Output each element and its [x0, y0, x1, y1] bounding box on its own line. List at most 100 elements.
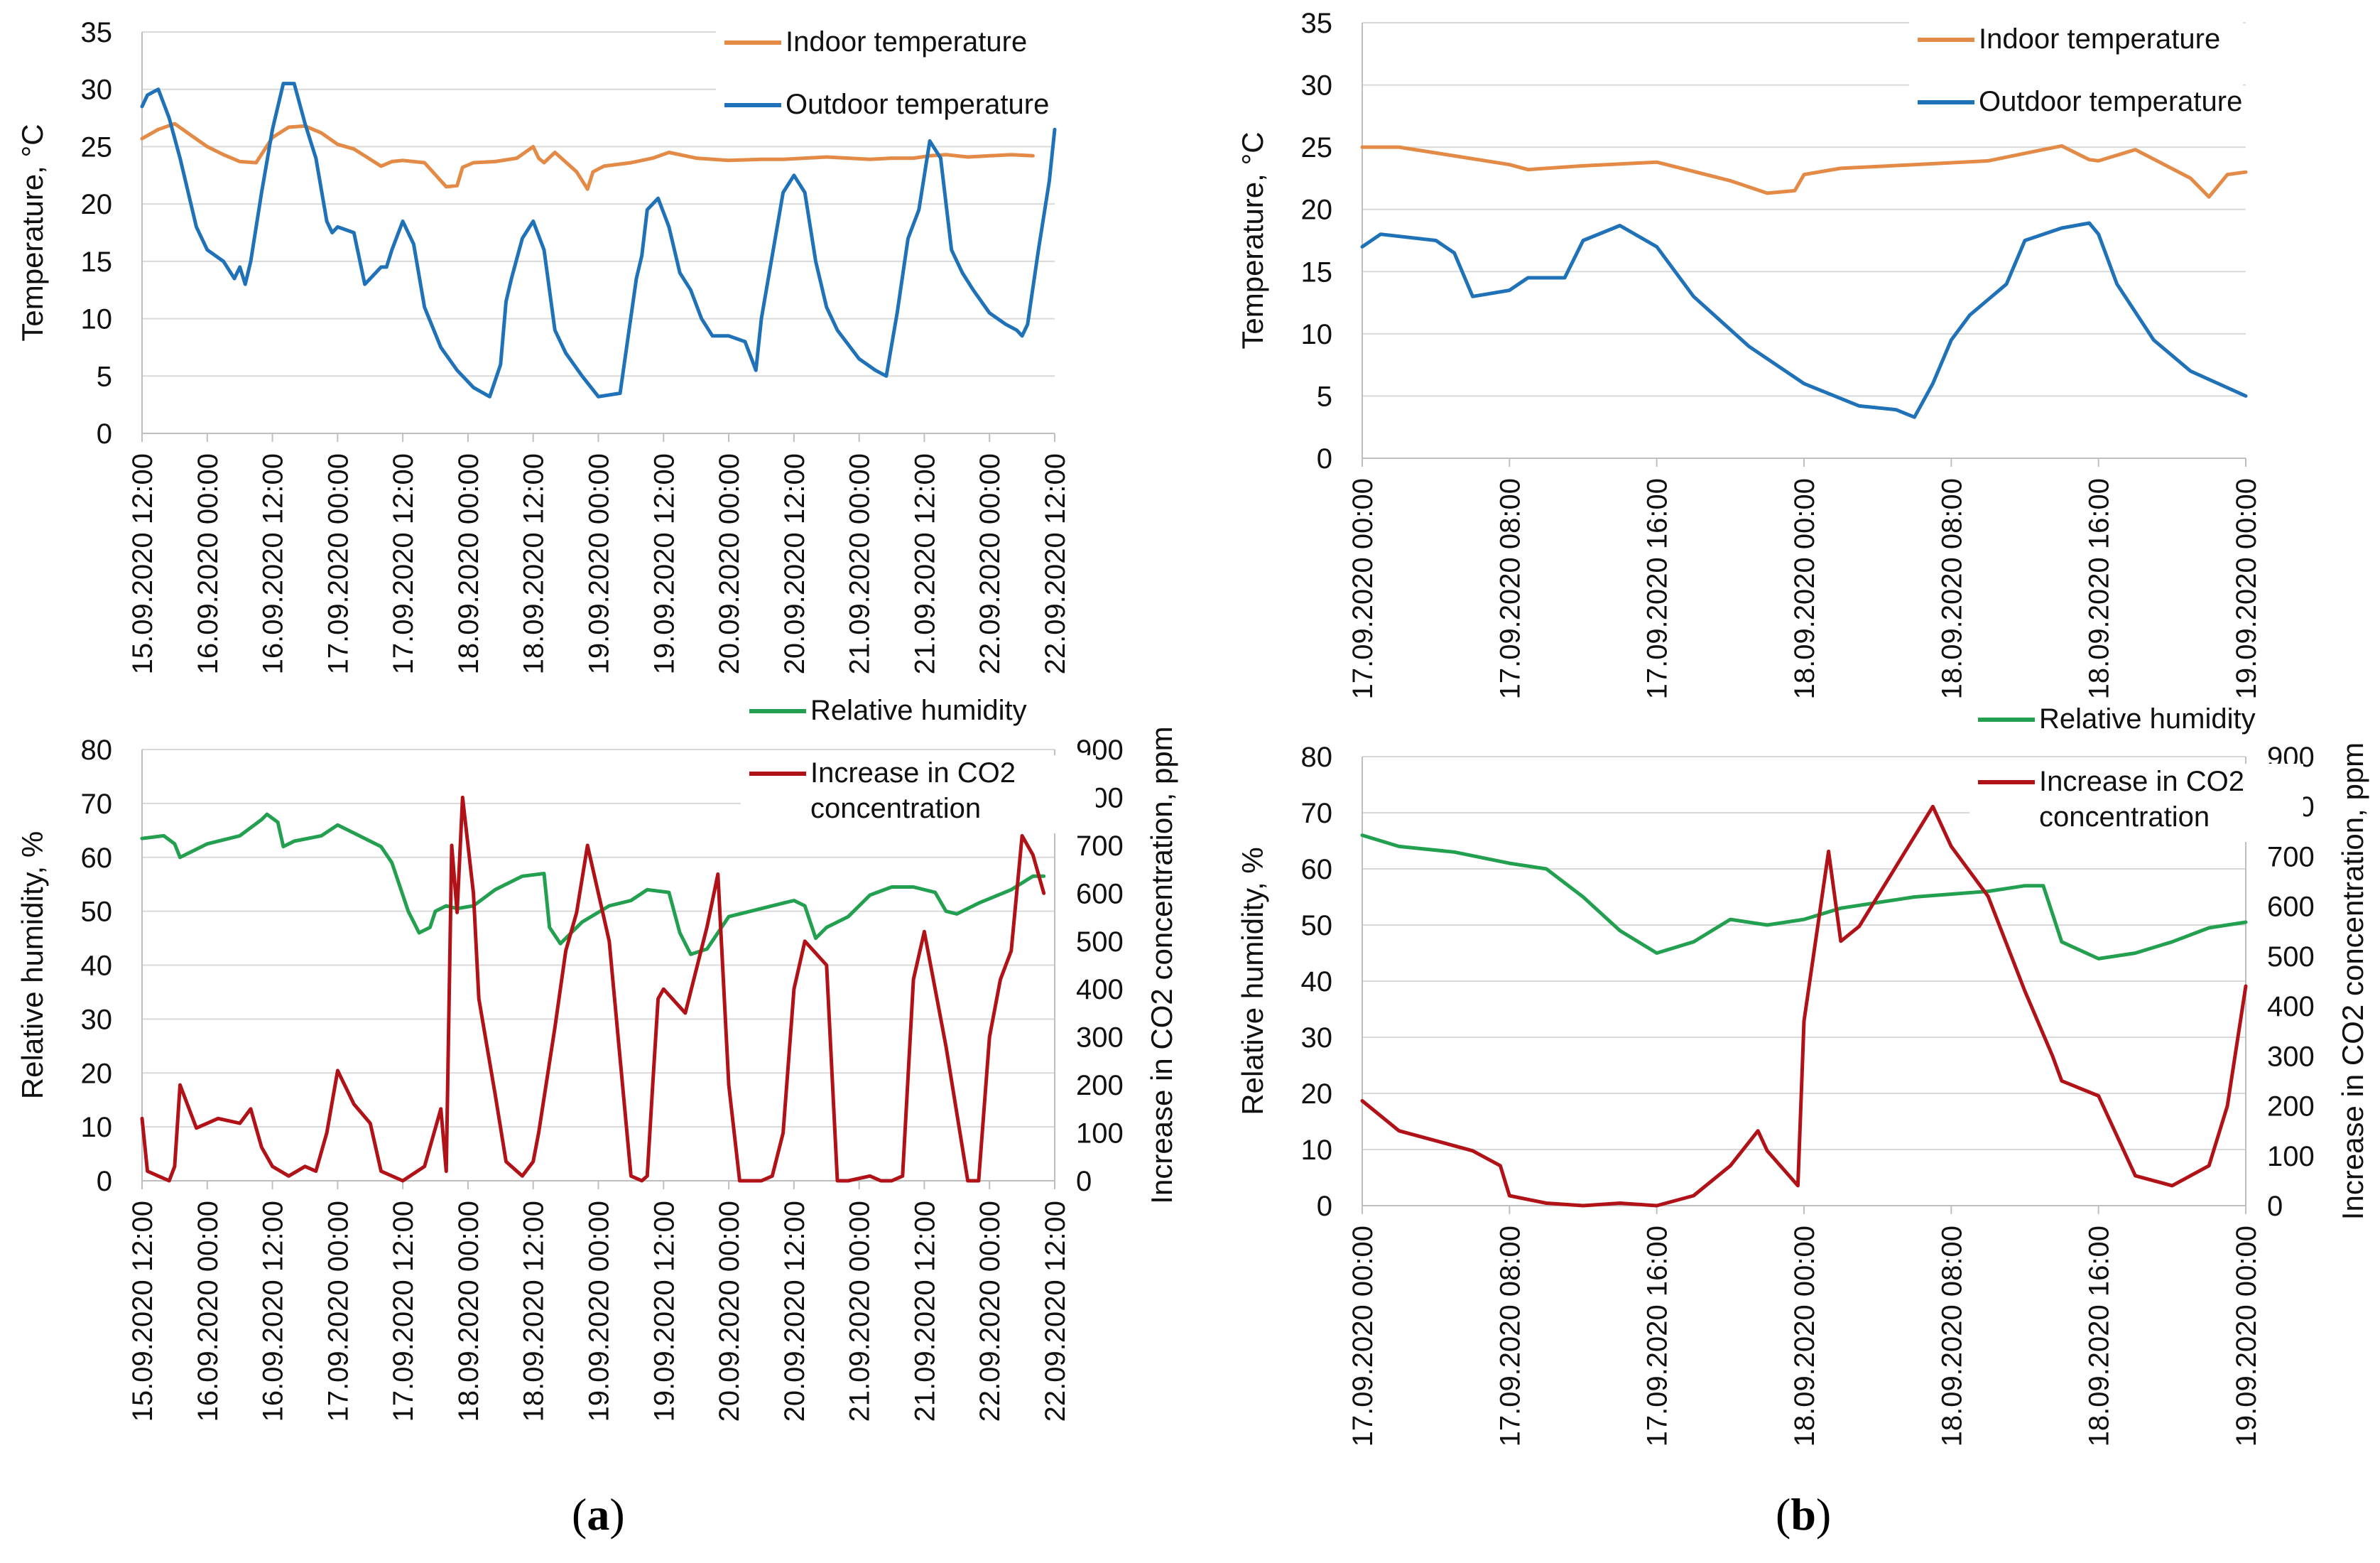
y2-axis-title: Increase in CO2 concentration, ppm	[2336, 742, 2369, 1220]
chart-a-temp: 0 5 10 15 20 25 30 35 15.09.2020 12:00 16.09.2020…	[16, 17, 1071, 674]
legend-label: Relative humidity	[810, 695, 1027, 726]
x-tick-label: 18.09.2020 16:00	[2084, 1226, 2115, 1446]
y-tick-label: 10	[1301, 319, 1333, 350]
x-tick-label: 20.09.2020 12:00	[779, 453, 810, 674]
legend-label: concentration	[2039, 801, 2210, 833]
y-tick-label: 40	[81, 951, 113, 982]
y-axis-title: Relative humidity, %	[16, 831, 49, 1099]
y-tick-label: 0	[97, 418, 112, 450]
series-line-increase-in-co2-concentration	[1360, 804, 2248, 1208]
y2-tick-label: 500	[1076, 926, 1124, 958]
series-line-relative-humidity	[140, 812, 1046, 956]
x-tick-label: 17.09.2020 08:00	[1494, 478, 1526, 699]
y2-tick-label: 300	[2267, 1041, 2315, 1072]
y-tick-label: 15	[81, 247, 113, 278]
x-tick-label: 18.09.2020 12:00	[518, 453, 550, 674]
series-line-outdoor-temperature	[140, 82, 1057, 399]
y-tick-label: 0	[1317, 1191, 1332, 1222]
y-tick-label: 30	[1301, 70, 1333, 102]
series-line-relative-humidity	[1360, 833, 2248, 961]
y2-tick-label: 400	[2267, 991, 2315, 1022]
x-tick-label: 15.09.2020 12:00	[127, 1201, 158, 1422]
y-tick-label: 50	[1301, 910, 1333, 941]
y-tick-label: 30	[81, 75, 113, 106]
x-tick-label: 16.09.2020 00:00	[192, 453, 224, 674]
y-tick-label: 80	[81, 735, 113, 766]
y2-tick-label: 400	[1076, 974, 1124, 1005]
series-line-outdoor-temperature	[1360, 221, 2248, 419]
x-tick-label: 22.09.2020 00:00	[974, 453, 1006, 674]
x-tick-label: 18.09.2020 08:00	[1936, 478, 1967, 699]
y2-tick-label: 500	[2267, 941, 2315, 973]
legend: Relative humidity Increase in CO2 concentr…	[741, 693, 1096, 833]
y2-tick-label: 100	[1076, 1118, 1124, 1150]
x-tick-label: 22.09.2020 12:00	[1040, 1201, 1071, 1422]
x-tick-label: 19.09.2020 00:00	[2231, 478, 2262, 699]
x-tick-label: 17.09.2020 16:00	[1642, 478, 1673, 699]
legend: Indoor temperature Outdoor temperature	[716, 24, 1071, 126]
panel-label-a: (a)	[572, 1489, 625, 1540]
legend-label: Outdoor temperature	[1979, 86, 2242, 117]
legend-label: Outdoor temperature	[786, 89, 1049, 120]
y-tick-label: 60	[81, 843, 113, 874]
y2-tick-label: 100	[2267, 1141, 2315, 1172]
x-tick-label: 18.09.2020 00:00	[453, 453, 484, 674]
x-tick-label: 17.09.2020 00:00	[1347, 1226, 1379, 1446]
x-tick-label: 20.09.2020 12:00	[779, 1201, 810, 1422]
y2-tick-label: 0	[2267, 1191, 2283, 1222]
chart-a-hum: 0102030405060708001002003004005006007008…	[16, 693, 1178, 1422]
series-line-increase-in-co2-concentration	[140, 795, 1046, 1183]
x-tick-label: 17.09.2020 08:00	[1494, 1226, 1526, 1446]
y-tick-label: 60	[1301, 854, 1333, 885]
x-tick-label: 18.09.2020 00:00	[1789, 478, 1820, 699]
legend-label: Indoor temperature	[1979, 23, 2220, 55]
y-axis-title: Relative humidity, %	[1236, 847, 1269, 1115]
legend-label: Increase in CO2	[810, 757, 1016, 789]
x-tick-label: 15.09.2020 12:00	[127, 453, 158, 674]
y-tick-label: 20	[1301, 195, 1333, 226]
x-tick-label: 17.09.2020 12:00	[388, 1201, 419, 1422]
x-tick-label: 21.09.2020 00:00	[844, 1201, 876, 1422]
y-tick-label: 5	[97, 361, 112, 392]
y-tick-label: 15	[1301, 256, 1333, 288]
y-tick-label: 50	[81, 897, 113, 928]
y-tick-label: 10	[1301, 1135, 1333, 1166]
legend-bg	[1969, 764, 2303, 842]
y-tick-label: 20	[81, 189, 113, 220]
y2-tick-label: 700	[2267, 841, 2315, 872]
y2-tick-label: 0	[1076, 1166, 1092, 1197]
x-tick-label: 16.09.2020 12:00	[258, 453, 289, 674]
y-tick-label: 0	[1317, 443, 1332, 475]
x-tick-label: 16.09.2020 00:00	[192, 1201, 224, 1422]
x-tick-label: 17.09.2020 00:00	[1347, 478, 1379, 699]
y-tick-label: 20	[81, 1058, 113, 1089]
y-tick-label: 10	[81, 1112, 113, 1143]
x-tick-label: 22.09.2020 00:00	[974, 1201, 1006, 1422]
y-axis-title: Temperature, °C	[1236, 131, 1269, 349]
y2-tick-label: 200	[2267, 1091, 2315, 1123]
y-axis-title: Temperature, °C	[16, 124, 49, 341]
y2-tick-label: 200	[1076, 1070, 1124, 1101]
legend-bg	[741, 755, 1096, 833]
x-tick-label: 17.09.2020 16:00	[1642, 1226, 1673, 1446]
legend: Indoor temperature Outdoor temperature	[1909, 21, 2243, 124]
x-tick-label: 18.09.2020 12:00	[518, 1201, 550, 1422]
x-tick-label: 16.09.2020 12:00	[258, 1201, 289, 1422]
x-tick-label: 17.09.2020 00:00	[322, 453, 354, 674]
y-tick-label: 35	[1301, 8, 1333, 39]
legend-label: concentration	[810, 793, 981, 824]
legend-label: Relative humidity	[2039, 703, 2256, 735]
y-tick-label: 80	[1301, 742, 1333, 773]
legend-label: Increase in CO2	[2039, 766, 2244, 797]
legend: Relative humidity Increase in CO2 concentr…	[1969, 701, 2303, 842]
x-tick-label: 22.09.2020 12:00	[1040, 453, 1071, 674]
y-tick-label: 30	[1301, 1022, 1333, 1054]
x-tick-label: 17.09.2020 12:00	[388, 453, 419, 674]
x-tick-label: 21.09.2020 00:00	[844, 453, 876, 674]
y-tick-label: 20	[1301, 1078, 1333, 1110]
x-tick-label: 18.09.2020 00:00	[1789, 1226, 1820, 1446]
y2-tick-label: 300	[1076, 1022, 1124, 1054]
series-line-indoor-temperature	[1360, 144, 2248, 199]
